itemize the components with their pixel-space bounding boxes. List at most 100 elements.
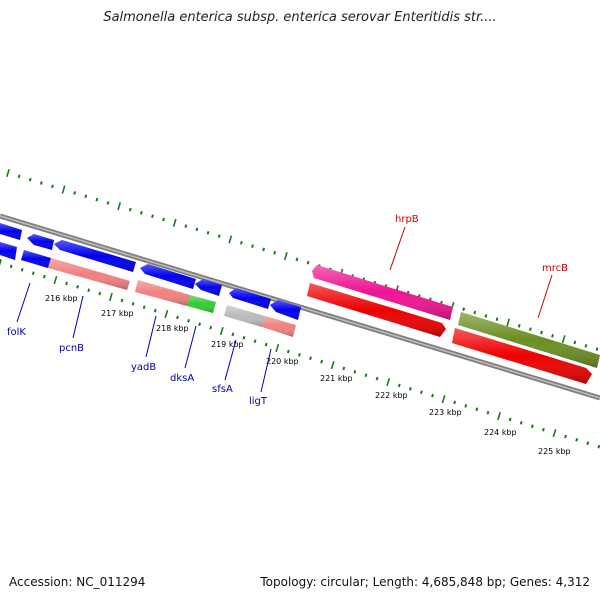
ruler-tick xyxy=(28,177,32,182)
ruler-tick xyxy=(242,335,246,340)
ruler-tick xyxy=(551,334,554,338)
ruler-tick xyxy=(53,275,58,285)
ruler-tick xyxy=(17,174,21,179)
ruler-tick xyxy=(597,444,600,449)
map-title: Salmonella enterica subsp. enterica sero… xyxy=(103,10,497,25)
gene-label-folk[interactable]: folK xyxy=(7,327,26,338)
ruler-tick xyxy=(464,404,468,408)
ruler-tick xyxy=(497,411,501,421)
kbp-label: 216 kbp xyxy=(45,294,78,303)
gene-label-yadb[interactable]: yadB xyxy=(131,362,156,373)
ruler-tick xyxy=(65,281,68,286)
ruler-tick xyxy=(131,301,135,306)
ruler-tick xyxy=(20,267,24,272)
ruler-tick xyxy=(283,252,288,261)
ruler-tick xyxy=(162,217,166,222)
ruler-tick xyxy=(342,366,346,371)
ruler-tick xyxy=(142,305,146,310)
ruler-tick xyxy=(540,330,543,335)
ruler-tick xyxy=(408,387,412,391)
ruler-tick xyxy=(139,211,143,215)
ruler-tick xyxy=(353,370,357,374)
ruler-tick xyxy=(195,227,199,232)
ruler-tick xyxy=(61,185,66,194)
ruler-tick xyxy=(187,318,190,323)
ruler-tick xyxy=(51,184,54,189)
ruler-tick xyxy=(164,309,169,319)
ruler-tick xyxy=(528,327,532,331)
ruler-tick xyxy=(486,410,490,415)
ruler-tick xyxy=(286,349,290,354)
ruler-tick xyxy=(219,326,224,336)
ruler-tick xyxy=(506,318,511,327)
ruler-tick xyxy=(39,181,43,185)
ruler-tick xyxy=(9,264,13,269)
ruler-tick xyxy=(441,394,446,404)
ruler-tick xyxy=(273,250,277,255)
gene-label-dksa[interactable]: dksA xyxy=(170,373,194,384)
ruler-tick xyxy=(153,308,157,313)
kbp-label: 220 kbp xyxy=(266,357,299,366)
ruler-tick xyxy=(98,291,102,296)
kbp-label: 225 kbp xyxy=(538,447,571,456)
gene-label-hrpb[interactable]: hrpB xyxy=(395,214,419,225)
ruler-tick xyxy=(584,343,588,348)
ruler-tick xyxy=(552,428,557,438)
ruler-tick xyxy=(6,168,10,178)
ruler-tick xyxy=(431,393,434,398)
ruler-tick xyxy=(217,234,221,238)
ruler-tick xyxy=(262,247,266,252)
kbp-label: 223 kbp xyxy=(429,408,462,417)
ruler-tick xyxy=(475,407,479,412)
ruler-tick xyxy=(530,424,534,429)
ruler-tick xyxy=(95,197,99,202)
ruler-tick xyxy=(519,421,523,425)
ruler-tick xyxy=(231,332,235,337)
ruler-tick xyxy=(575,438,579,442)
ruler-tick xyxy=(108,292,113,302)
ruler-tick xyxy=(117,202,122,211)
ruler-tick xyxy=(309,356,312,361)
ruler-tick xyxy=(364,373,368,378)
ruler-tick xyxy=(206,230,210,235)
ruler-tick xyxy=(473,310,477,315)
ruler-tick xyxy=(251,244,254,248)
ruler-tick xyxy=(42,274,46,279)
kbp-label: 224 kbp xyxy=(484,428,517,437)
ruler-tick xyxy=(84,194,88,199)
ruler-tick xyxy=(0,258,2,266)
ruler-tick xyxy=(517,324,521,328)
gene-labels: folK pcnB yadB dksA sfsA ligT hrpB mrcB xyxy=(7,214,568,407)
ruler-tick xyxy=(128,207,132,212)
ruler-tick xyxy=(453,400,457,405)
ruler-tick xyxy=(198,322,202,327)
kbp-label: 221 kbp xyxy=(320,374,353,383)
topology-summary: Topology: circular; Length: 4,685,848 bp… xyxy=(260,575,590,589)
ruler-tick xyxy=(541,427,545,432)
ruler-tick xyxy=(508,417,512,422)
ruler-tick xyxy=(264,342,268,347)
ruler-tick xyxy=(561,335,566,344)
ruler-tick xyxy=(76,284,80,289)
kbp-label: 219 kbp xyxy=(211,340,244,349)
ruler-tick xyxy=(209,325,213,330)
ruler-tick xyxy=(253,339,257,344)
ruler-lower xyxy=(0,258,600,449)
ruler-tick xyxy=(295,257,299,262)
gene-track-lower xyxy=(0,242,592,384)
ruler-tick xyxy=(586,441,590,446)
label-leaders xyxy=(16,226,553,393)
ruler-tick xyxy=(239,240,243,245)
ruler-tick xyxy=(73,191,77,195)
ruler-tick xyxy=(595,347,599,351)
gene-label-ligt[interactable]: ligT xyxy=(249,396,268,407)
ruler-tick xyxy=(31,271,35,276)
ruler-tick xyxy=(320,359,324,364)
gene-label-mrcb[interactable]: mrcB xyxy=(542,263,568,274)
ruler-tick xyxy=(172,218,177,227)
ruler-tick xyxy=(87,288,91,293)
gene-label-pcnb[interactable]: pcnB xyxy=(59,343,84,354)
kbp-scale: 216 kbp 217 kbp 218 kbp 219 kbp 220 kbp … xyxy=(45,294,571,456)
gene-label-sfsa[interactable]: sfsA xyxy=(212,384,233,395)
